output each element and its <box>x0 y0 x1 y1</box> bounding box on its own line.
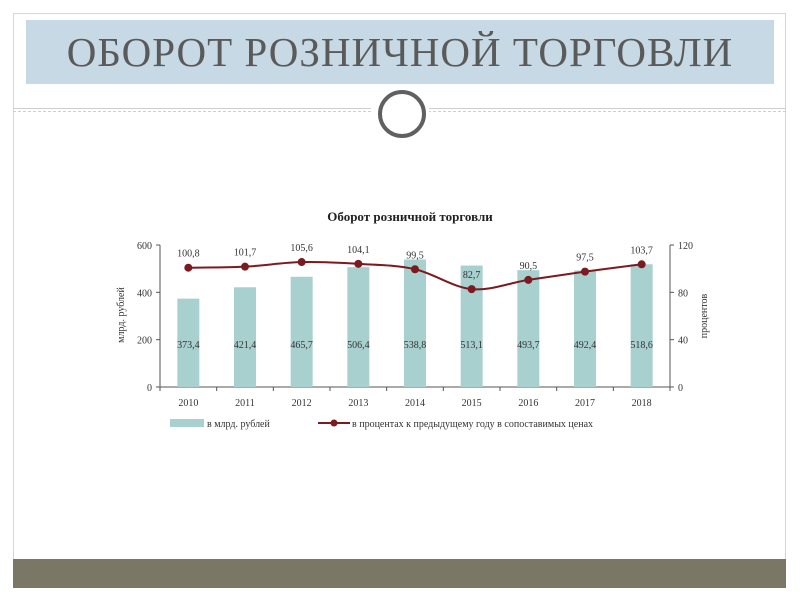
left-tick-label: 400 <box>137 288 152 299</box>
line-point <box>184 263 193 272</box>
x-tick-label: 2015 <box>462 398 482 409</box>
line-value-label: 82,7 <box>463 270 481 281</box>
left-axis-label: млрд. рублей <box>116 287 127 343</box>
legend-label-line: в процентах к предыдущему году в сопоста… <box>352 419 593 430</box>
bar <box>234 287 256 387</box>
bar-value-label: 518,6 <box>630 340 653 351</box>
line-point <box>524 275 533 284</box>
line-point <box>467 285 476 294</box>
line-value-label: 99,5 <box>406 250 424 261</box>
footer-band <box>13 559 786 588</box>
line-value-label: 105,6 <box>290 243 313 254</box>
bar-value-label: 373,4 <box>177 340 200 351</box>
bar-value-label: 421,4 <box>234 340 257 351</box>
bar <box>460 265 483 387</box>
bar-value-label: 513,1 <box>460 340 483 351</box>
x-tick-label: 2016 <box>518 398 538 409</box>
bar <box>630 264 653 387</box>
x-tick-label: 2018 <box>632 398 652 409</box>
line-point <box>637 260 646 269</box>
bar-value-label: 492,4 <box>574 340 597 351</box>
ring-icon <box>378 90 426 138</box>
x-tick-label: 2011 <box>235 398 255 409</box>
bar <box>517 270 540 387</box>
right-tick-label: 80 <box>678 288 688 299</box>
x-tick-label: 2013 <box>348 398 368 409</box>
line-value-label: 100,8 <box>177 249 200 260</box>
line-point <box>297 258 306 267</box>
x-tick-label: 2014 <box>405 398 425 409</box>
slide-title: ОБОРОТ РОЗНИЧНОЙ ТОРГОВЛИ <box>66 29 734 75</box>
line-series-group: 100,8 101,7 105,6 104,1 99,5 82,7 90,5 97,5 103,… <box>177 243 653 294</box>
line-point <box>241 262 249 271</box>
right-tick-label: 0 <box>678 383 683 394</box>
left-tick-label: 600 <box>137 241 152 252</box>
line-value-label: 101,7 <box>234 248 257 259</box>
bar-value-label: 465,7 <box>290 340 313 351</box>
line-value-label: 104,1 <box>347 245 370 256</box>
bar <box>347 267 370 387</box>
line-value-label: 90,5 <box>520 261 538 272</box>
right-axis-label: процентов <box>699 293 710 338</box>
line-point <box>581 267 589 276</box>
right-tick-label: 120 <box>678 241 693 252</box>
left-tick-label: 0 <box>147 383 152 394</box>
x-tick-label: 2017 <box>575 398 595 409</box>
right-tick-label: 40 <box>678 336 688 347</box>
axes-group: 0 200 400 600 0 40 80 120 2010 2011 2012 2013 2014 20… <box>137 241 693 409</box>
bar-value-label: 538,8 <box>404 340 427 351</box>
line-point <box>354 259 363 268</box>
bar <box>404 259 426 387</box>
left-tick-label: 200 <box>137 336 152 347</box>
line-value-label: 97,5 <box>576 253 594 264</box>
legend-swatch-bars <box>170 419 204 427</box>
x-tick-label: 2012 <box>292 398 312 409</box>
legend-label-bars: в млрд. рублей <box>207 419 271 430</box>
title-bar: ОБОРОТ РОЗНИЧНОЙ ТОРГОВЛИ <box>26 20 774 84</box>
bar <box>177 298 200 387</box>
x-tick-label: 2010 <box>178 398 198 409</box>
chart-title: Оборот розничной торговли <box>327 209 493 224</box>
line-value-label: 103,7 <box>630 245 653 256</box>
legend-dot-marker <box>330 419 338 427</box>
bar <box>574 270 596 387</box>
legend: в млрд. рублей в процентах к предыдущему… <box>170 419 593 430</box>
bar <box>290 276 313 387</box>
bars-group: 373,4 421,4 465,7 506,4 538,8 513,1 493,7 492,4… <box>177 259 653 387</box>
line-point <box>411 265 419 274</box>
bar-value-label: 506,4 <box>347 340 370 351</box>
bar-value-label: 493,7 <box>517 340 540 351</box>
